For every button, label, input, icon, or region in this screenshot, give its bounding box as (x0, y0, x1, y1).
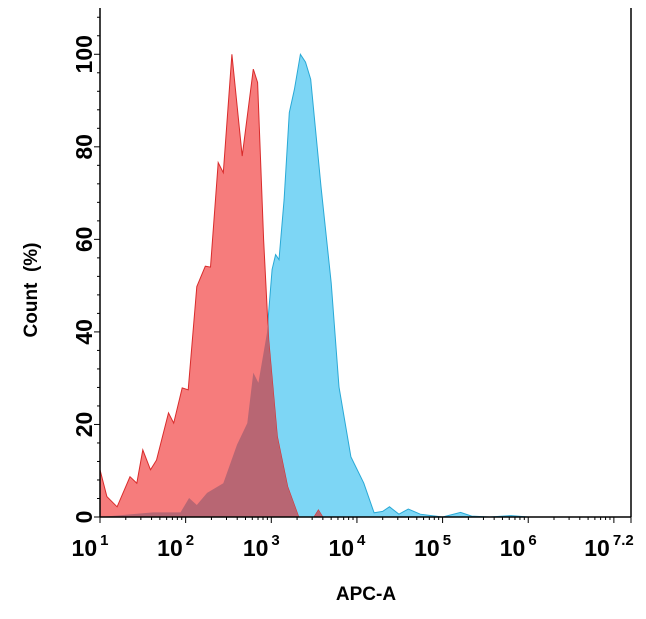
y-tick-label: 100 (71, 35, 97, 73)
y-tick-label: 40 (71, 319, 97, 345)
y-tick-labels: 0 20 40 60 80 100 (71, 35, 97, 523)
x-tick-label: 10 2 (157, 532, 194, 561)
x-axis-label: APC-A (336, 584, 396, 605)
x-tick-label: 10 5 (414, 532, 451, 561)
x-tick-labels: 10 1 10 2 10 3 10 4 10 5 10 6 10 7.2 (72, 532, 634, 561)
axes (94, 8, 632, 523)
y-tick-label: 80 (71, 134, 97, 160)
x-tick-label: 10 6 (500, 532, 537, 561)
y-axis-label: Count (%) (21, 243, 42, 338)
y-tick-label: 0 (71, 511, 97, 524)
x-tick-label: 10 1 (72, 532, 109, 561)
x-tick-label: 10 7.2 (584, 532, 633, 561)
plot-area (99, 52, 631, 518)
y-tick-label: 20 (71, 412, 97, 438)
y-tick-label: 60 (71, 227, 97, 253)
x-tick-label: 10 4 (328, 532, 366, 561)
x-tick-label: 10 3 (243, 532, 280, 561)
